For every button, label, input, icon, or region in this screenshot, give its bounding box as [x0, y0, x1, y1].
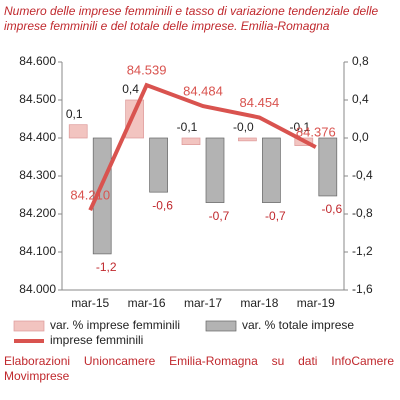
y2-tick-label: -0,8 — [352, 206, 373, 220]
data-label: 84.454 — [240, 95, 280, 110]
y2-tick-label: -1,6 — [352, 282, 373, 296]
y2-tick-label: 0,4 — [352, 92, 369, 106]
y-tick-label: 84.200 — [19, 206, 56, 220]
x-tick-label: mar-17 — [184, 296, 222, 310]
data-label: -0,0 — [233, 120, 254, 134]
bar — [238, 137, 257, 142]
x-tick-label: mar-19 — [297, 296, 335, 310]
data-label: -0,1 — [289, 120, 310, 134]
y-tick-label: 84.100 — [19, 244, 56, 258]
data-label: 84.210 — [70, 188, 110, 203]
bar — [262, 137, 281, 203]
legend-label: var. % imprese femminili — [50, 318, 180, 332]
x-tick-label: mar-15 — [71, 296, 109, 310]
line — [88, 82, 317, 212]
data-label: 84.539 — [127, 63, 167, 78]
data-label: -0,7 — [265, 209, 286, 223]
source-note: Elaborazioni Unioncamere Emilia-Romagna … — [4, 354, 394, 383]
bar — [92, 137, 112, 255]
y-tick-label: 84.300 — [19, 168, 56, 182]
data-label: -0,6 — [152, 198, 173, 212]
data-label: 0,1 — [66, 107, 83, 121]
legend-label: var. % totale imprese — [242, 318, 354, 332]
data-label: -0,1 — [177, 120, 198, 134]
chart-title: Numero delle imprese femminili e tasso d… — [4, 4, 379, 33]
legend-swatch — [13, 320, 45, 332]
chart: 84.000 84.100 84.200 84.300 84.400 84.500 84.6… — [13, 54, 373, 347]
data-label: -1,2 — [96, 260, 117, 274]
data-label: 84.484 — [183, 84, 223, 99]
legend-label: imprese femminili — [50, 333, 143, 347]
y-tick-label: 84.500 — [19, 92, 56, 106]
data-label: -0,7 — [209, 209, 230, 223]
data-label: 0,4 — [122, 82, 139, 96]
bar — [181, 137, 201, 146]
y2-tick-label: -1,2 — [352, 244, 373, 258]
y-tick-label: 84.000 — [19, 282, 56, 296]
x-tick-label: mar-16 — [128, 296, 166, 310]
y2-tick-label: 0,8 — [352, 54, 369, 68]
bar — [205, 137, 225, 203]
bar — [318, 137, 338, 197]
legend-swatch — [205, 320, 237, 332]
y2-tick-label: -0,4 — [352, 168, 373, 182]
bar — [68, 124, 88, 139]
y-tick-label: 84.400 — [19, 130, 56, 144]
x-tick-label: mar-18 — [240, 296, 278, 310]
bar — [149, 137, 168, 193]
data-label: -0,6 — [321, 202, 342, 216]
data-label: 84.376 — [296, 125, 336, 140]
y-tick-label: 84.600 — [19, 54, 56, 68]
bar — [125, 99, 144, 139]
y2-tick-label: 0,0 — [352, 130, 369, 144]
